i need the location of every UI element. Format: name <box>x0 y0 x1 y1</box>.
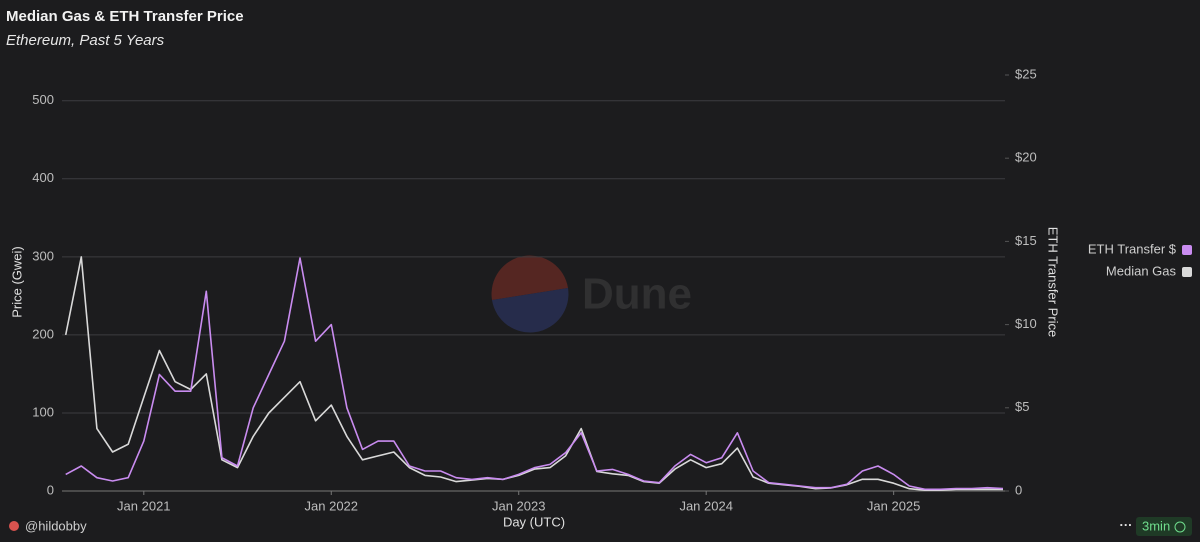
x-axis-label: Day (UTC) <box>503 514 565 529</box>
y2-tick-label: $5 <box>1015 399 1029 414</box>
chart-subtitle: Ethereum, Past 5 Years <box>6 32 165 49</box>
watermark-text: Dune <box>582 270 692 319</box>
x-tick-label: Jan 2025 <box>867 498 921 513</box>
menu-button[interactable]: ··· <box>1120 517 1133 532</box>
refresh-time: 3min <box>1142 518 1170 533</box>
y-tick-label: 500 <box>32 92 54 107</box>
chart-title: Median Gas & ETH Transfer Price <box>6 8 244 25</box>
legend-label: Median Gas <box>1106 263 1177 278</box>
y-axis-label: Price (Gwei) <box>9 246 24 318</box>
watermark-logo-bottom <box>492 288 569 333</box>
watermark: Dune <box>491 255 692 333</box>
y2-tick-label: $10 <box>1015 316 1037 331</box>
legend-swatch <box>1182 245 1192 255</box>
legend-swatch <box>1182 267 1192 277</box>
x-tick-label: Jan 2023 <box>492 498 546 513</box>
y-tick-label: 100 <box>32 404 54 419</box>
x-tick-label: Jan 2024 <box>679 498 733 513</box>
x-tick-label: Jan 2022 <box>305 498 359 513</box>
y2-axis-label: ETH Transfer Price <box>1046 227 1061 338</box>
y2-tick-label: $15 <box>1015 233 1037 248</box>
y-tick-label: 0 <box>47 482 54 497</box>
y-tick-label: 200 <box>32 326 54 341</box>
watermark-logo-top <box>491 255 568 300</box>
refresh-check <box>1174 521 1186 533</box>
y-tick-label: 400 <box>32 170 54 185</box>
y2-tick-label: $25 <box>1015 66 1037 81</box>
y-tick-label: 300 <box>32 248 54 263</box>
y2-tick-label: 0 <box>1015 482 1022 497</box>
series-line <box>65 257 1004 491</box>
author-avatar <box>9 521 19 531</box>
x-tick-label: Jan 2021 <box>117 498 171 513</box>
legend-label: ETH Transfer $ <box>1088 241 1177 256</box>
author[interactable]: @hildobby <box>25 518 87 533</box>
y2-tick-label: $20 <box>1015 150 1037 165</box>
